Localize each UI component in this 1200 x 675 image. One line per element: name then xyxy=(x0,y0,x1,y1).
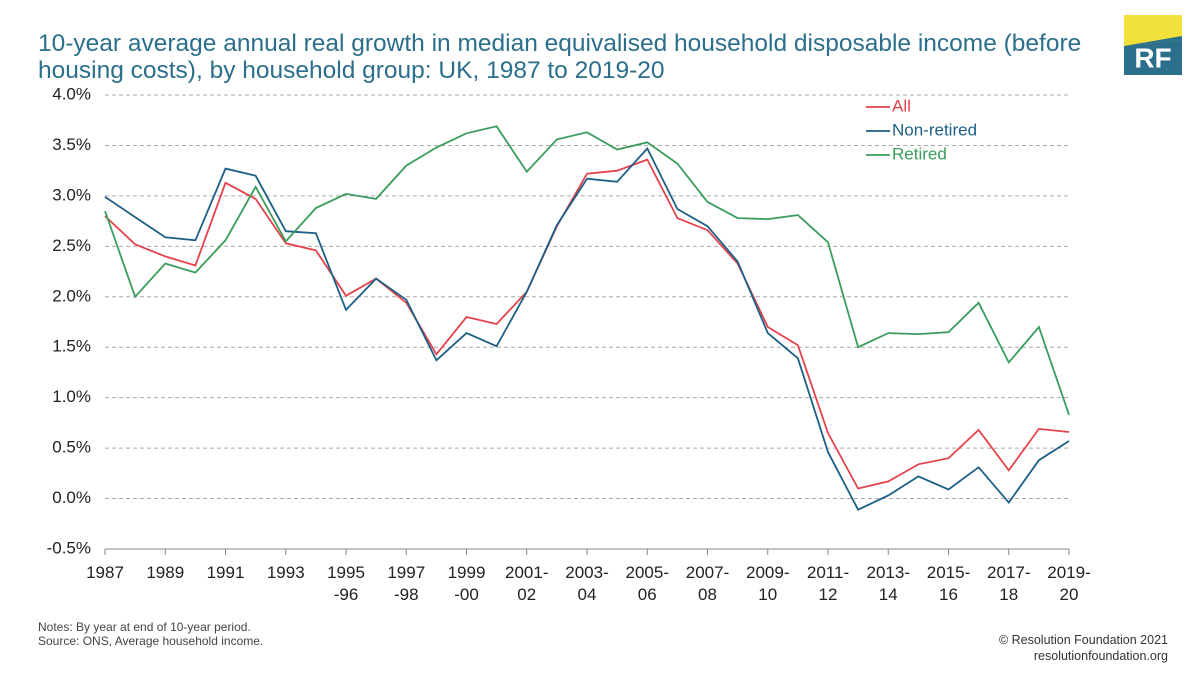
x-tick-label: 2017- 18 xyxy=(987,563,1031,604)
source: Source: ONS, Average household income. xyxy=(38,634,264,648)
x-tick-label: 2009- 10 xyxy=(746,563,790,604)
x-tick-label: 1999 -00 xyxy=(447,563,486,604)
y-tick-label: 2.0% xyxy=(52,286,91,305)
chart-title: 10-year average annual real growth in me… xyxy=(38,30,1082,84)
x-tick-label: 1993 xyxy=(266,563,305,582)
y-tick-label: -0.5% xyxy=(47,538,91,557)
x-tick-label: 2013- 14 xyxy=(866,563,910,604)
y-tick-label: 3.5% xyxy=(52,135,91,154)
y-tick-label: 2.5% xyxy=(52,236,91,255)
website: resolutionfoundation.org xyxy=(1033,649,1168,663)
y-tick-label: 3.0% xyxy=(52,185,91,204)
x-tick-label: 2007- 08 xyxy=(685,563,730,604)
notes: Notes: By year at end of 10-year period. xyxy=(38,620,251,634)
legend-label: Non-retired xyxy=(892,120,977,139)
y-tick-label: 4.0% xyxy=(52,84,91,103)
x-tick-label: 2001- 02 xyxy=(505,563,549,604)
x-tick-label: 2019- 20 xyxy=(1047,563,1091,604)
x-tick-label: 1995 -96 xyxy=(327,563,365,604)
x-tick-label: 2005- 06 xyxy=(625,563,669,604)
logo-text: RF xyxy=(1134,42,1171,73)
series-line xyxy=(104,146,1070,511)
y-tick-label: 0.0% xyxy=(52,488,91,507)
x-tick-label: 1991 xyxy=(206,563,245,582)
x-tick-label: 1989 xyxy=(146,563,185,582)
x-tick-label: 1987 xyxy=(86,563,124,582)
x-tick-label: 2011- 12 xyxy=(806,563,850,604)
logo-shape xyxy=(1124,36,1182,46)
x-tick-label: 2015- 16 xyxy=(926,563,971,604)
logo: RF xyxy=(1124,15,1182,75)
x-tick-label: 2003- 04 xyxy=(565,563,609,604)
y-tick-label: 1.0% xyxy=(52,387,91,406)
y-tick-label: 1.5% xyxy=(52,337,91,356)
logo-accent xyxy=(1124,15,1182,46)
legend-label: All xyxy=(892,96,911,115)
series-line xyxy=(104,125,1070,416)
y-tick-label: 0.5% xyxy=(52,438,91,457)
copyright: © Resolution Foundation 2021 xyxy=(998,633,1168,647)
legend-label: Retired xyxy=(892,144,947,163)
series-line xyxy=(104,158,1070,490)
x-tick-label: 1997 -98 xyxy=(387,563,426,604)
